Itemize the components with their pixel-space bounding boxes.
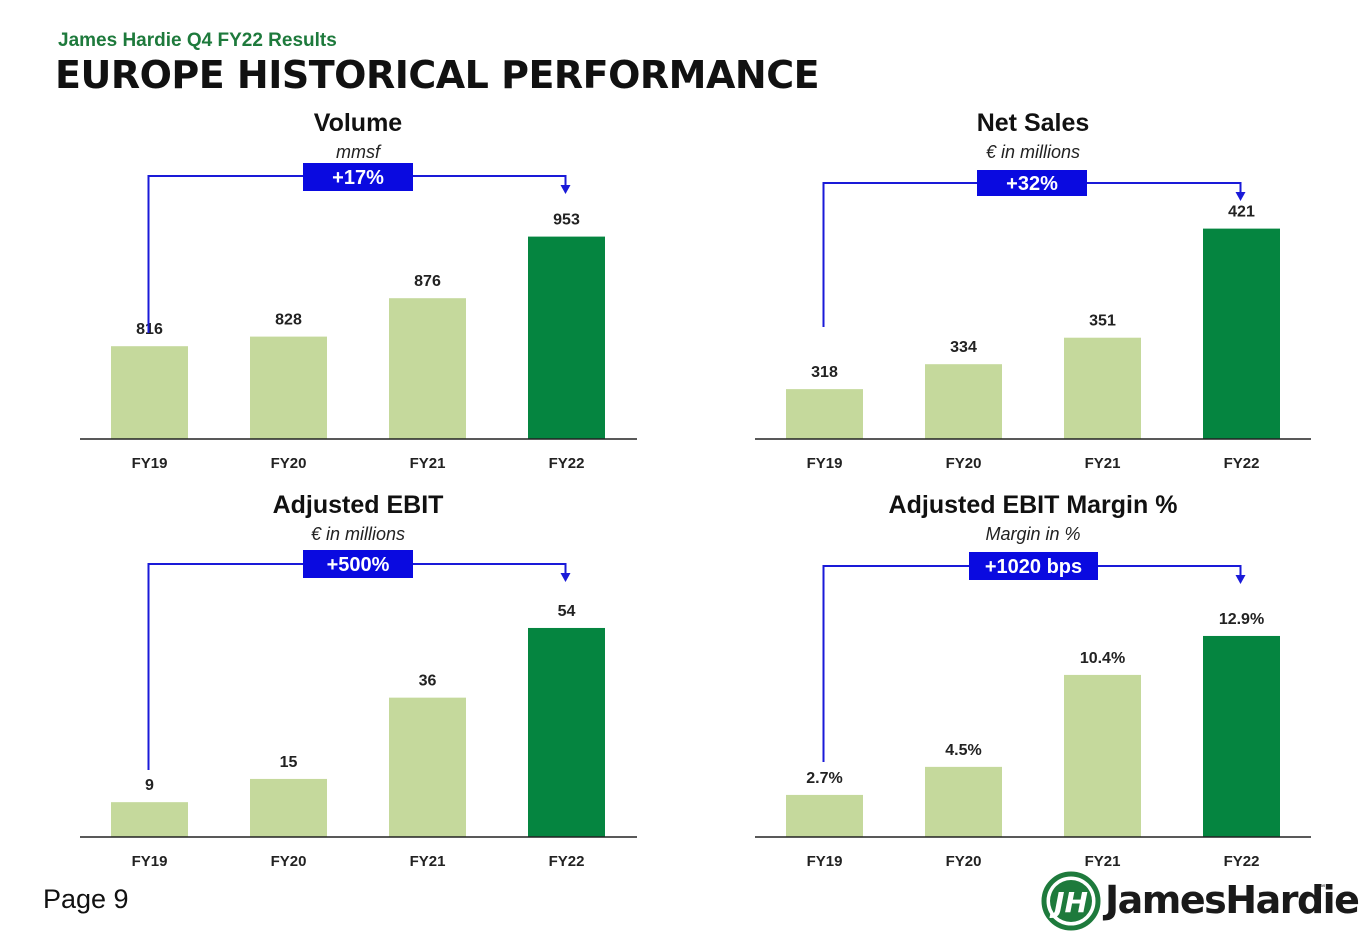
logo-trademark: ™ [1318, 884, 1325, 891]
data-label: 318 [811, 364, 838, 381]
bar-fy19 [786, 794, 863, 837]
data-label: 351 [1089, 313, 1116, 330]
jameshardie-logo: JH [1041, 871, 1101, 931]
bar-fy19 [111, 802, 188, 837]
growth-bracket [147, 563, 567, 770]
growth-badge-label: +17% [332, 167, 384, 189]
x-tick-label: FY22 [1224, 853, 1260, 870]
bar-fy21 [1064, 674, 1141, 837]
svg-text:JH: JH [1049, 886, 1088, 919]
chart-title: Adjusted EBIT Margin % [889, 491, 1178, 519]
x-tick-label: FY20 [271, 853, 307, 870]
page-number: Page 9 [43, 884, 129, 914]
bar-fy19 [786, 389, 863, 439]
x-tick-label: FY20 [946, 853, 982, 870]
x-tick-label: FY19 [807, 455, 843, 472]
growth-badge-label: +32% [1006, 173, 1058, 195]
chart-title: Net Sales [977, 109, 1090, 137]
bar-fy21 [1064, 337, 1141, 439]
bar-fy21 [389, 298, 466, 439]
data-label: 876 [414, 273, 441, 290]
chart-subtitle: € in millions [986, 142, 1080, 162]
data-label: 828 [275, 312, 302, 329]
chart-subtitle: € in millions [311, 524, 405, 544]
x-tick-label: FY21 [1085, 853, 1121, 870]
growth-arrow-head [560, 573, 571, 582]
data-label: 12.9% [1219, 611, 1264, 628]
chart-subtitle: mmsf [336, 142, 382, 162]
chart-title: Adjusted EBIT [273, 491, 444, 519]
growth-bracket [822, 182, 1242, 327]
report-subtitle: James Hardie Q4 FY22 Results [58, 30, 337, 51]
bar-fy20 [925, 766, 1002, 837]
bar-fy22 [1203, 228, 1280, 439]
data-label: 2.7% [806, 770, 842, 787]
bar-fy22 [528, 236, 605, 439]
bar-fy22 [1203, 635, 1280, 837]
growth-arrow-head [1235, 575, 1246, 584]
chart-title: Volume [314, 109, 403, 137]
chart-subtitle: Margin in % [985, 524, 1080, 544]
page-title: EUROPE HISTORICAL PERFORMANCE [55, 53, 820, 97]
data-label: 54 [558, 603, 576, 620]
data-label: 334 [950, 339, 977, 356]
x-tick-label: FY21 [410, 455, 446, 472]
bar-fy19 [111, 346, 188, 439]
x-tick-label: FY22 [549, 455, 585, 472]
x-tick-label: FY19 [132, 853, 168, 870]
bar-fy21 [389, 697, 466, 837]
growth-badge-label: +500% [327, 554, 390, 576]
growth-bracket [822, 565, 1242, 762]
growth-arrow-head [1235, 192, 1246, 201]
data-label: 4.5% [945, 742, 981, 759]
x-tick-label: FY19 [132, 455, 168, 472]
data-label: 953 [553, 212, 580, 229]
data-label: 816 [136, 321, 163, 338]
growth-badge [303, 163, 413, 191]
growth-badge [969, 552, 1098, 580]
bar-fy20 [250, 778, 327, 837]
bar-fy22 [528, 627, 605, 837]
x-tick-label: FY22 [1224, 455, 1260, 472]
bar-fy20 [250, 336, 327, 439]
bar-fy20 [925, 364, 1002, 439]
logo-wordmark: JamesHardie [1105, 878, 1360, 922]
growth-arrow-head [560, 185, 571, 194]
x-tick-label: FY21 [1085, 455, 1121, 472]
growth-badge [303, 550, 413, 578]
growth-badge-label: +1020 bps [985, 556, 1082, 578]
data-label: 9 [145, 777, 154, 794]
growth-bracket [147, 175, 567, 333]
data-label: 15 [280, 754, 298, 771]
x-tick-label: FY22 [549, 853, 585, 870]
x-tick-label: FY20 [271, 455, 307, 472]
x-tick-label: FY21 [410, 853, 446, 870]
growth-badge [977, 170, 1087, 196]
data-label: 36 [419, 673, 437, 690]
x-tick-label: FY19 [807, 853, 843, 870]
data-label: 421 [1228, 204, 1255, 221]
data-label: 10.4% [1080, 650, 1125, 667]
x-tick-label: FY20 [946, 455, 982, 472]
